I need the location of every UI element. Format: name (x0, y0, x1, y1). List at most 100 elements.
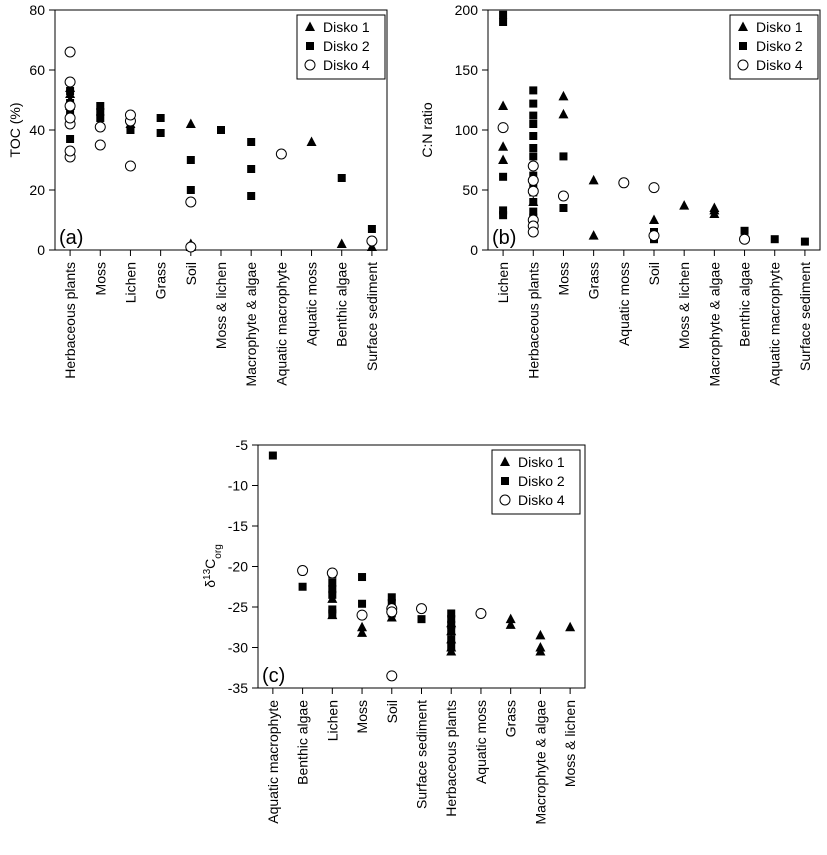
data-point (328, 585, 337, 594)
data-point (447, 627, 456, 636)
data-point (499, 172, 508, 181)
data-point (505, 613, 516, 624)
data-point (326, 567, 338, 579)
y-tick-label: -25 (228, 599, 248, 615)
data-point (527, 226, 539, 238)
y-tick-label: -15 (228, 518, 248, 534)
panel-label: (a) (59, 227, 83, 249)
data-point (565, 621, 576, 632)
data-point (527, 174, 539, 186)
y-tick-label: 0 (37, 242, 45, 258)
x-category-label: Macrophyte & algae (706, 262, 722, 387)
series-disko-4 (497, 122, 751, 245)
legend-marker (501, 477, 509, 485)
y-tick-label: 80 (29, 2, 45, 18)
x-category-label: Surface sediment (797, 262, 813, 371)
data-point (800, 237, 809, 246)
data-point (247, 192, 256, 200)
data-point (475, 607, 487, 619)
legend-marker (306, 42, 314, 50)
x-category-label: Surface sediment (364, 262, 380, 371)
series-disko-1 (65, 82, 377, 251)
data-point (527, 185, 539, 197)
legend-entry: Disko 2 (323, 38, 370, 54)
data-point (64, 145, 76, 157)
data-point (709, 208, 720, 218)
x-category-label: Benthic algae (295, 700, 311, 785)
y-tick-label: 100 (455, 122, 479, 138)
x-category-label: Lichen (122, 262, 138, 303)
data-point (559, 204, 568, 212)
legend-marker (499, 494, 511, 506)
data-point (739, 233, 751, 245)
legend: Disko 1 Disko 2 Disko 4 (729, 14, 819, 80)
y-tick-label: 20 (29, 182, 45, 198)
x-category-label: Herbaceous plants (443, 700, 459, 817)
data-point (156, 114, 165, 122)
legend-entry: Disko 1 (756, 19, 803, 35)
legend-marker (305, 21, 315, 31)
x-category-label: Lichen (495, 262, 511, 303)
x-category-label: Soil (183, 262, 199, 285)
y-axis-label: C:N ratio (419, 102, 435, 157)
data-point (557, 190, 569, 202)
data-point (124, 109, 136, 121)
data-point (529, 207, 538, 216)
panel-label: (b) (492, 227, 516, 249)
data-point (416, 603, 427, 615)
data-point (529, 198, 538, 206)
data-point (336, 238, 347, 248)
data-point (527, 160, 539, 172)
data-point (529, 99, 538, 108)
legend-entry: Disko 2 (756, 38, 803, 54)
data-point (499, 206, 508, 215)
data-point (185, 196, 197, 208)
data-point (275, 148, 287, 160)
data-point (156, 129, 165, 137)
y-tick-label: 60 (29, 62, 45, 78)
data-point (679, 200, 690, 210)
data-point (297, 565, 309, 577)
data-point (96, 114, 105, 122)
x-category-label: Lichen (324, 700, 340, 741)
legend-entry: Disko 1 (518, 454, 565, 470)
data-point (447, 609, 456, 618)
data-point (66, 135, 75, 143)
x-category-label: Grass (503, 700, 519, 737)
data-point (328, 609, 337, 618)
y-tick-label: -10 (228, 478, 248, 494)
y-tick-label: -5 (236, 437, 249, 453)
data-point (387, 598, 396, 607)
y-tick-label: 50 (462, 182, 478, 198)
data-point (648, 182, 660, 194)
legend-marker (304, 59, 316, 71)
x-category-label: Macrophyte & algae (243, 262, 259, 387)
data-point (366, 235, 378, 247)
data-point (558, 90, 569, 101)
data-point (328, 590, 337, 599)
data-point (447, 635, 456, 644)
data-point (499, 10, 508, 19)
x-category-label: Herbaceous plants (62, 262, 78, 379)
data-point (447, 641, 456, 650)
x-category-label: Aquatic moss (616, 262, 632, 346)
data-point (94, 139, 106, 151)
legend-entry: Disko 4 (756, 57, 803, 73)
legend: Disko 1 Disko 2 Disko 4 (491, 449, 581, 515)
chart-panel-3: -5 -10 -15 -20 -25 -30 -35 Aquatic macrophyte Be… (202, 437, 586, 825)
data-point (185, 241, 197, 253)
data-point (497, 122, 509, 134)
data-point (498, 100, 509, 110)
legend: Disko 1 Disko 2 Disko 4 (296, 14, 386, 80)
chart-panel-1: 0 20 40 60 80 Herbaceous plants Moss Lichen Gras… (7, 2, 388, 387)
data-point (247, 165, 256, 173)
data-point (529, 111, 538, 120)
data-point (358, 573, 367, 582)
x-category-label: Surface sediment (414, 700, 430, 809)
data-point (96, 102, 105, 110)
x-category-label: Moss (555, 262, 571, 295)
data-point (447, 615, 456, 624)
data-point (529, 132, 538, 140)
data-point (740, 226, 749, 235)
